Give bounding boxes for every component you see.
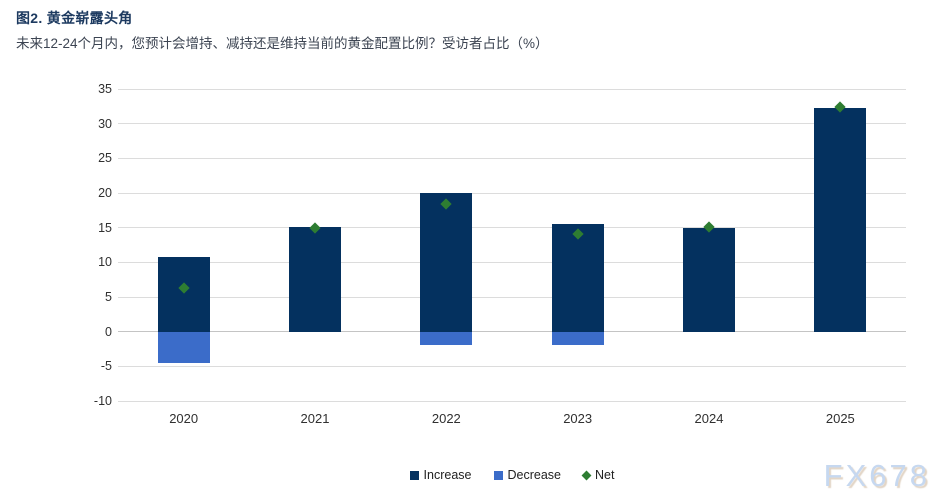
y-axis-tick-label: -5 <box>100 359 112 374</box>
increase-bar-2025 <box>814 107 867 332</box>
y-axis-tick-label: 5 <box>105 290 112 304</box>
y-axis-tick-label: -10 <box>93 394 112 408</box>
increase-bar-2021 <box>289 226 341 332</box>
x-axis-tick-label: 2025 <box>825 411 855 426</box>
legend-item-decrease: Decrease <box>493 468 562 482</box>
gridline-10 <box>118 261 906 263</box>
y-axis-tick-label: 10 <box>98 255 112 270</box>
legend-label-decrease: Decrease <box>507 468 562 482</box>
gridline-15 <box>118 227 906 229</box>
legend-label-net: Net <box>595 468 615 482</box>
chart-title: 图2. 黄金崭露头角 <box>16 10 133 26</box>
x-axis-tick-label: 2021 <box>300 411 330 426</box>
decrease-bar-2022 <box>420 331 473 345</box>
decrease-bar-2020 <box>157 331 210 363</box>
legend-item-increase: Increase <box>409 468 472 482</box>
x-axis-tick-label: 2020 <box>169 411 199 426</box>
chart-legend: Increase Decrease Net <box>118 468 906 482</box>
gridline-35 <box>118 88 906 90</box>
x-axis-tick-label: 2023 <box>563 411 593 426</box>
x-axis-tick-label: 2024 <box>694 411 724 426</box>
y-axis-tick-label: 30 <box>98 116 112 131</box>
legend-label-increase: Increase <box>423 468 472 482</box>
legend-item-net: Net <box>581 468 615 482</box>
gridline-20 <box>118 192 906 194</box>
diamond-marker-icon <box>581 470 592 480</box>
chart-subtitle: 未来12-24个月内，您预计会增持、减持还是维持当前的黄金配置比例？受访者占比（… <box>16 36 549 51</box>
watermark: FX678 <box>823 458 930 493</box>
gridline--10 <box>118 400 906 402</box>
gridline--5 <box>118 365 906 367</box>
increase-bar-2020 <box>157 257 210 332</box>
y-axis-tick-label: 25 <box>98 151 112 166</box>
y-axis-tick-label: 20 <box>98 186 112 200</box>
y-axis-tick-label: 35 <box>98 82 112 96</box>
increase-bar-2022 <box>420 193 473 332</box>
gridline-0 <box>118 331 906 333</box>
gridline-5 <box>118 296 906 298</box>
square-marker-icon <box>409 470 419 480</box>
increase-bar-2024 <box>683 227 735 332</box>
x-axis-tick-label: 2022 <box>431 411 461 426</box>
y-axis-tick-label: 15 <box>98 220 112 235</box>
y-axis-tick-label: 0 <box>105 324 112 339</box>
decrease-bar-2023 <box>551 331 604 345</box>
increase-bar-2023 <box>551 223 604 332</box>
gridline-25 <box>118 157 906 159</box>
square-marker-icon <box>493 470 503 480</box>
gridline-30 <box>118 123 906 125</box>
